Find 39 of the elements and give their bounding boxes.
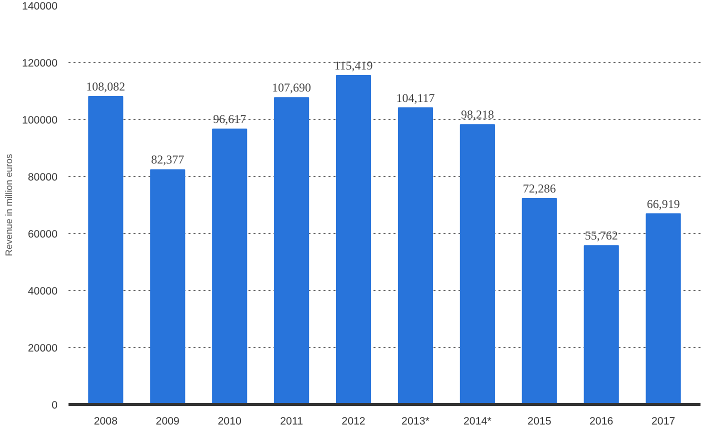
data-label: 98,218 (460, 108, 494, 122)
x-tick-label: 2012 (342, 416, 366, 428)
y-tick-label: 120000 (22, 58, 58, 70)
bar (274, 97, 310, 404)
y-tick-label: 140000 (22, 0, 58, 12)
x-tick-label: 2015 (528, 416, 552, 428)
x-tick-label: 2008 (94, 416, 118, 428)
data-label: 82,377 (151, 152, 184, 167)
x-tick-label: 2009 (156, 416, 180, 428)
bar (646, 213, 681, 404)
x-tick-label: 2017 (651, 416, 676, 428)
y-tick-label: 100000 (22, 114, 58, 126)
bar (398, 107, 434, 404)
bar (460, 124, 495, 404)
y-tick-label: 60000 (28, 228, 58, 240)
x-tick-label: 2016 (590, 416, 614, 428)
bar (88, 96, 124, 404)
data-label: 96,617 (213, 112, 246, 126)
data-label: 108,082 (86, 79, 126, 94)
x-tick-label: 2011 (280, 416, 304, 428)
bar (212, 128, 248, 404)
data-label: 72,286 (522, 181, 556, 196)
data-label: 66,919 (646, 196, 680, 211)
bar (150, 169, 186, 404)
x-tick-label: 2014* (464, 416, 492, 428)
y-tick-label: 20000 (28, 342, 58, 354)
y-tick-label: 40000 (28, 286, 58, 298)
bar (584, 245, 619, 404)
bar (522, 198, 557, 404)
y-tick-label: 0 (52, 400, 58, 412)
data-label: 107,690 (272, 80, 312, 95)
data-label: 115,419 (334, 58, 373, 73)
x-tick-label: 2010 (218, 416, 242, 428)
x-tick-label: 2013* (402, 416, 430, 428)
y-tick-label: 80000 (28, 172, 58, 184)
bar (336, 75, 372, 404)
data-label: 104,117 (396, 90, 435, 105)
y-axis-title: Revenue in million euros (4, 154, 14, 256)
data-label: 55,762 (584, 228, 618, 243)
